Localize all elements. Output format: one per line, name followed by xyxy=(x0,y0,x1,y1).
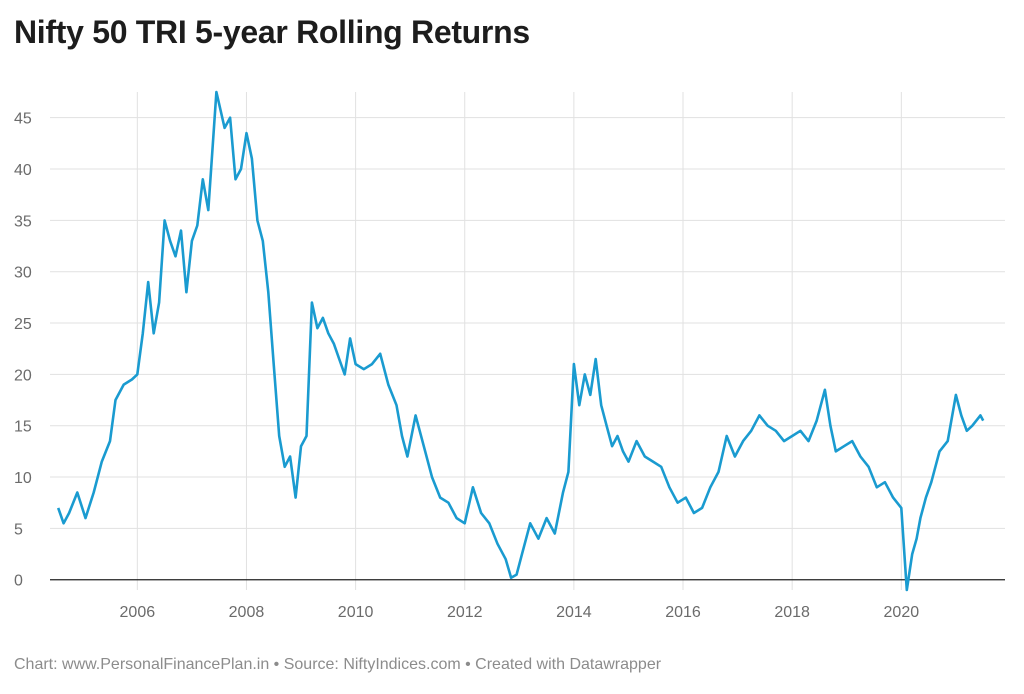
x-tick-label: 2012 xyxy=(447,604,483,621)
x-tick-label: 2010 xyxy=(338,604,374,621)
y-tick-label: 30 xyxy=(14,265,32,282)
chart-title: Nifty 50 TRI 5-year Rolling Returns xyxy=(14,14,530,50)
x-tick-label: 2016 xyxy=(665,604,701,621)
footer-credit: Chart: www.PersonalFinancePlan.in • Sour… xyxy=(14,656,662,673)
y-tick-label: 10 xyxy=(14,470,32,487)
series-line xyxy=(56,90,985,592)
y-tick-label: 15 xyxy=(14,419,32,436)
x-tick-label: 2020 xyxy=(884,604,920,621)
y-tick-label: 35 xyxy=(14,213,32,230)
y-tick-label: 40 xyxy=(14,162,32,179)
y-tick-label: 25 xyxy=(14,316,32,333)
y-tick-label: 45 xyxy=(14,111,32,128)
y-tick-label: 0 xyxy=(14,573,23,590)
x-axis-labels: 2006 2008 2010 2012 2014 2016 2018 2020 xyxy=(120,604,920,621)
y-axis-labels: 0 5 10 15 20 25 30 35 40 45 xyxy=(14,111,32,590)
x-tick-label: 2018 xyxy=(774,604,810,621)
y-tick-label: 20 xyxy=(14,367,32,384)
grid-lines xyxy=(50,92,1005,590)
x-tick-label: 2014 xyxy=(556,604,592,621)
y-tick-label: 5 xyxy=(14,521,23,538)
x-tick-label: 2008 xyxy=(229,604,265,621)
x-tick-label: 2006 xyxy=(120,604,156,621)
